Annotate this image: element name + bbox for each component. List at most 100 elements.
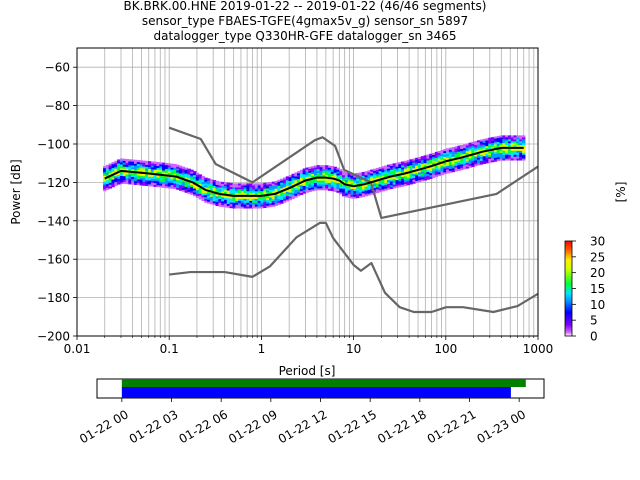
- psd-density-cell: [516, 148, 520, 151]
- psd-density-cell: [446, 152, 450, 155]
- psd-density-cell: [257, 192, 262, 196]
- psd-density-cell: [468, 157, 472, 161]
- psd-density-cell: [302, 170, 307, 173]
- psd-density-cell: [370, 190, 374, 193]
- psd-density-cell: [403, 178, 408, 181]
- psd-density-cell: [443, 156, 447, 159]
- psd-density-cell: [215, 194, 219, 197]
- psd-density-cell: [167, 172, 172, 176]
- psd-density-cell: [131, 182, 135, 185]
- psd-density-cell: [313, 173, 318, 176]
- psd-density-cell: [395, 170, 399, 173]
- psd-density-cell: [457, 161, 461, 164]
- psd-density-cell: [378, 190, 383, 193]
- psd-density-cell: [153, 163, 158, 166]
- psd-density-cell: [294, 193, 298, 196]
- psd-density-cell: [268, 199, 273, 202]
- psd-density-cell: [198, 193, 203, 196]
- psd-density-cell: [522, 148, 526, 151]
- psd-density-cell: [178, 186, 183, 189]
- psd-density-cell: [291, 191, 295, 194]
- psd-density-cell: [378, 180, 383, 183]
- psd-density-cell: [350, 192, 354, 195]
- psd-density-cell: [119, 181, 124, 184]
- psd-density-cell: [170, 180, 174, 184]
- psd-density-cell: [370, 175, 374, 178]
- psd-density-cell: [488, 143, 492, 146]
- psd-density-cell: [356, 180, 360, 183]
- psd-density-cell: [299, 171, 304, 174]
- psd-density-cell: [283, 200, 287, 203]
- psd-density-cell: [232, 185, 236, 188]
- psd-density-cell: [513, 144, 517, 148]
- psd-density-cell: [283, 196, 287, 199]
- psd-density-cell: [468, 156, 472, 159]
- psd-density-cell: [361, 187, 366, 190]
- psd-density-cell: [117, 182, 121, 185]
- psd-density-cell: [426, 169, 430, 173]
- psd-density-cell: [173, 183, 177, 186]
- psd-density-cell: [145, 181, 149, 185]
- psd-density-cell: [426, 158, 430, 161]
- psd-density-cell: [122, 166, 127, 169]
- psd-density-cell: [159, 177, 163, 180]
- psd-density-cell: [299, 183, 304, 186]
- psd-density-cell: [505, 143, 509, 146]
- psd-density-cell: [122, 179, 127, 182]
- psd-density-cell: [457, 155, 461, 158]
- psd-density-cell: [471, 164, 475, 168]
- psd-density-cell: [471, 141, 475, 144]
- psd-density-cell: [187, 187, 191, 190]
- psd-density-cell: [322, 182, 326, 185]
- psd-density-cell: [395, 164, 399, 167]
- psd-density-cell: [263, 198, 267, 201]
- psd-density-cell: [148, 165, 152, 168]
- psd-density-cell: [145, 176, 149, 179]
- colorbar-label: [%]: [614, 182, 628, 203]
- psd-density-cell: [181, 183, 186, 187]
- psd-density-cell: [358, 182, 363, 185]
- psd-density-cell: [128, 165, 132, 168]
- psd-density-cell: [513, 148, 517, 151]
- psd-density-cell: [305, 190, 309, 193]
- psd-density-cell: [119, 162, 124, 165]
- psd-density-cell: [204, 191, 208, 194]
- psd-density-cell: [505, 144, 509, 148]
- psd-density-cell: [111, 185, 115, 188]
- psd-density-cell: [170, 177, 174, 180]
- psd-density-cell: [412, 166, 416, 169]
- psd-density-cell: [193, 190, 197, 193]
- psd-density-cell: [153, 182, 158, 185]
- psd-density-cell: [291, 175, 295, 178]
- psd-density-cell: [131, 180, 135, 183]
- psd-density-cell: [246, 183, 250, 186]
- psd-density-cell: [325, 182, 329, 185]
- psd-density-cell: [406, 163, 411, 166]
- psd-density-cell: [288, 180, 293, 184]
- psd-density-cell: [266, 201, 270, 204]
- psd-density-cell: [325, 174, 329, 177]
- psd-density-cell: [148, 163, 152, 166]
- colorbar-gradient: [564, 240, 573, 337]
- psd-density-cell: [384, 171, 388, 174]
- psd-density-cell: [238, 198, 242, 201]
- psd-density-cell: [446, 165, 450, 168]
- psd-density-cell: [330, 171, 335, 174]
- psd-density-cell: [417, 180, 422, 183]
- psd-density-cell: [159, 185, 163, 188]
- psd-density-cell: [173, 167, 177, 170]
- psd-density-cell: [207, 186, 211, 189]
- psd-density-cell: [268, 205, 273, 208]
- psd-density-cell: [280, 201, 284, 204]
- psd-density-cell: [274, 194, 278, 197]
- psd-density-cell: [313, 188, 318, 191]
- psd-density-cell: [215, 186, 219, 189]
- psd-density-cell: [465, 143, 470, 146]
- psd-density-cell: [195, 182, 200, 185]
- psd-density-cell: [299, 169, 304, 172]
- psd-density-cell: [103, 189, 107, 192]
- psd-density-cell: [319, 167, 323, 170]
- psd-density-cell: [288, 175, 293, 178]
- psd-density-cell: [353, 183, 357, 186]
- psd-density-cell: [437, 154, 442, 157]
